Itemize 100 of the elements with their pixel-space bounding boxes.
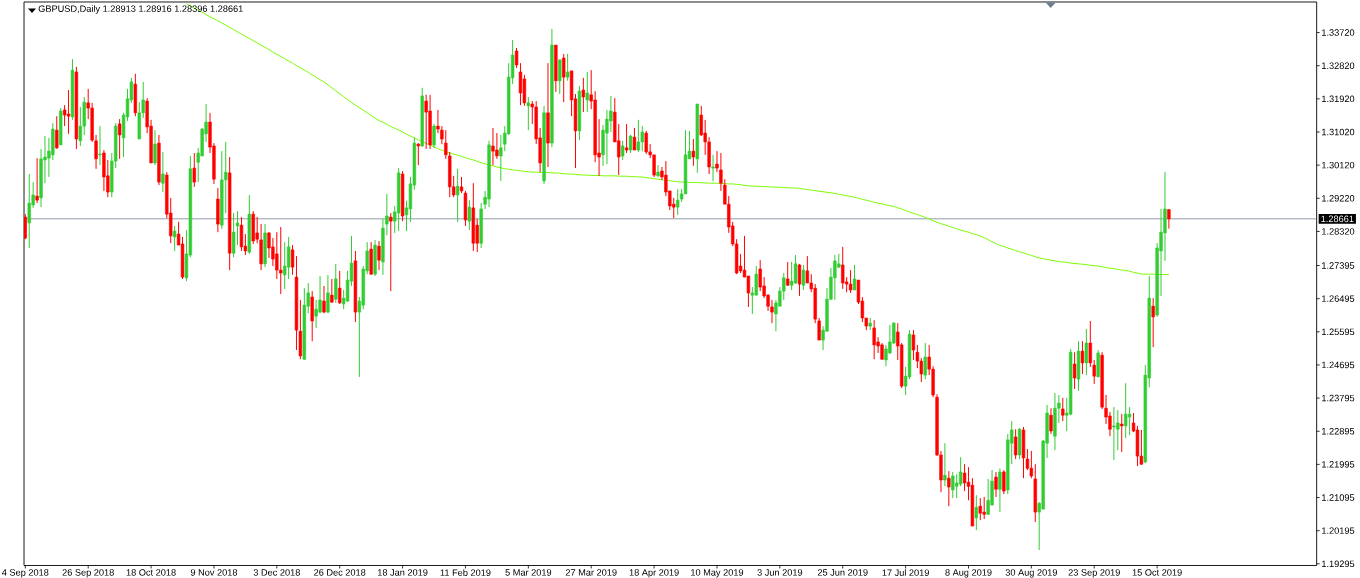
candlestick bbox=[55, 115, 59, 150]
candlestick bbox=[911, 329, 916, 361]
candlestick bbox=[35, 157, 39, 204]
candlestick bbox=[676, 188, 680, 216]
candlestick bbox=[986, 478, 990, 516]
candlestick bbox=[1167, 208, 1171, 230]
candlestick bbox=[1120, 413, 1124, 453]
y-tick-label: 1.31920 bbox=[1322, 95, 1355, 103]
candlestick bbox=[644, 130, 648, 155]
candlestick bbox=[558, 59, 562, 95]
candlestick bbox=[852, 264, 857, 291]
candlestick bbox=[1139, 429, 1144, 466]
candlestick bbox=[455, 168, 460, 223]
candlestick bbox=[585, 71, 589, 113]
candlestick bbox=[943, 442, 947, 487]
candlestick bbox=[314, 299, 318, 329]
candlestick bbox=[424, 94, 428, 150]
candlestick bbox=[231, 212, 236, 258]
x-tick-label: 15 Oct 2019 bbox=[1132, 569, 1182, 576]
x-tick-label: 27 Mar 2019 bbox=[565, 569, 617, 576]
candlestick bbox=[1072, 351, 1077, 390]
candlestick bbox=[884, 344, 888, 367]
candlestick bbox=[581, 77, 586, 113]
candlestick bbox=[239, 216, 244, 252]
candlestick bbox=[923, 342, 927, 380]
candlestick bbox=[279, 226, 283, 295]
candlestick bbox=[632, 127, 637, 151]
candlestick bbox=[432, 123, 436, 149]
x-tick-label: 26 Sep 2018 bbox=[62, 569, 114, 578]
candlestick bbox=[310, 290, 314, 342]
x-tick-label: 30 Aug 2019 bbox=[1005, 569, 1057, 578]
candlestick bbox=[620, 140, 625, 161]
x-tick-label: 3 Jun 2019 bbox=[757, 569, 803, 576]
candlestick bbox=[978, 497, 982, 521]
candlestick bbox=[98, 125, 102, 166]
candlestick bbox=[797, 263, 802, 297]
candlestick bbox=[793, 254, 798, 285]
candlestick bbox=[1002, 469, 1006, 495]
y-tick-label: 1.31020 bbox=[1322, 128, 1355, 136]
candlestick bbox=[330, 278, 334, 304]
candlestick bbox=[1084, 328, 1089, 376]
candlestick bbox=[322, 285, 326, 314]
y-tick-label: 1.27395 bbox=[1322, 262, 1355, 269]
candlestick bbox=[389, 212, 393, 292]
candlestick bbox=[117, 118, 122, 160]
candlestick bbox=[153, 129, 157, 166]
candlestick bbox=[1096, 349, 1100, 378]
y-tick-label: 1.25595 bbox=[1322, 328, 1355, 336]
candlestick bbox=[841, 246, 845, 290]
y-tick-label: 1.32820 bbox=[1322, 62, 1355, 69]
candlestick bbox=[801, 264, 806, 291]
candlestick bbox=[78, 106, 83, 147]
candlestick bbox=[872, 319, 876, 360]
x-tick-label: 25 Jun 2019 bbox=[817, 569, 868, 576]
x-tick-label: 4 Sep 2018 bbox=[1, 569, 49, 578]
x-tick-label: 11 Feb 2019 bbox=[440, 569, 491, 576]
candlestick bbox=[27, 173, 31, 249]
y-tick-label: 1.21995 bbox=[1322, 461, 1355, 468]
candlestick bbox=[334, 263, 338, 304]
y-tick-label: 1.26495 bbox=[1322, 295, 1355, 302]
x-tick-label: 17 Jul 2019 bbox=[882, 569, 929, 576]
candlestick bbox=[636, 119, 641, 153]
candlestick bbox=[1151, 297, 1155, 348]
candlestick bbox=[998, 467, 1002, 513]
candlestick bbox=[1061, 397, 1065, 422]
y-tick-label: 1.21095 bbox=[1322, 494, 1355, 501]
y-tick-label: 1.20195 bbox=[1322, 527, 1355, 534]
y-tick-label: 1.29220 bbox=[1322, 195, 1355, 202]
candlestick bbox=[1029, 450, 1034, 479]
candlestick bbox=[1013, 428, 1018, 460]
candlestick bbox=[951, 471, 955, 499]
candlestick bbox=[377, 240, 381, 271]
candlestick bbox=[833, 254, 837, 301]
candlestick bbox=[691, 138, 696, 167]
x-tick-label: 18 Oct 2018 bbox=[126, 569, 176, 576]
candlestick bbox=[467, 199, 472, 231]
candlestick bbox=[1049, 407, 1053, 435]
candlestick bbox=[491, 127, 495, 166]
y-tick-label: 1.19295 bbox=[1322, 560, 1355, 568]
y-tick-label: 1.30120 bbox=[1322, 161, 1355, 169]
candlestick bbox=[192, 152, 196, 188]
candlestick bbox=[172, 225, 177, 252]
y-tick-label: 1.22895 bbox=[1322, 427, 1355, 435]
candlestick bbox=[958, 456, 963, 487]
y-tick-label: 1.33720 bbox=[1322, 29, 1355, 36]
candlestick bbox=[286, 236, 291, 280]
candlestick bbox=[283, 241, 287, 290]
x-tick-label: 26 Dec 2018 bbox=[314, 569, 366, 576]
candlestick bbox=[416, 142, 420, 166]
candlestick bbox=[786, 261, 790, 287]
y-tick-label: 1.23795 bbox=[1322, 394, 1355, 402]
candlestick bbox=[565, 53, 570, 82]
candlestick bbox=[1080, 340, 1085, 375]
candlestick bbox=[982, 496, 986, 520]
ref-line-label: 1.28661 bbox=[1321, 215, 1354, 223]
candlestick bbox=[789, 261, 794, 291]
candlestick bbox=[338, 270, 342, 305]
x-tick-label: 10 May 2019 bbox=[691, 569, 744, 578]
candlestick bbox=[947, 470, 951, 507]
x-tick-label: 18 Jan 2019 bbox=[377, 569, 428, 576]
